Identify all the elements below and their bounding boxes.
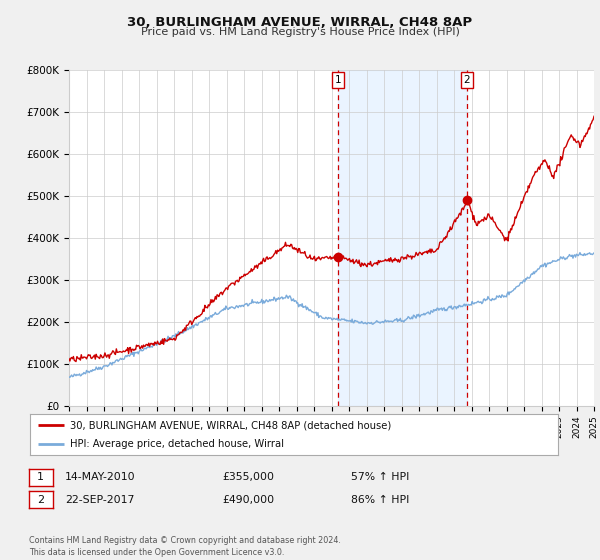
Text: £490,000: £490,000 xyxy=(222,494,274,505)
Text: 30, BURLINGHAM AVENUE, WIRRAL, CH48 8AP (detached house): 30, BURLINGHAM AVENUE, WIRRAL, CH48 8AP … xyxy=(70,421,391,430)
Text: 86% ↑ HPI: 86% ↑ HPI xyxy=(351,494,409,505)
Text: 14-MAY-2010: 14-MAY-2010 xyxy=(65,472,136,482)
Bar xyxy=(338,70,467,406)
Text: Contains HM Land Registry data © Crown copyright and database right 2024.
This d: Contains HM Land Registry data © Crown c… xyxy=(29,536,341,557)
Text: 30, BURLINGHAM AVENUE, WIRRAL, CH48 8AP: 30, BURLINGHAM AVENUE, WIRRAL, CH48 8AP xyxy=(127,16,473,29)
Text: £355,000: £355,000 xyxy=(222,472,274,482)
Text: 57% ↑ HPI: 57% ↑ HPI xyxy=(351,472,409,482)
Text: 1: 1 xyxy=(37,472,44,482)
Text: Price paid vs. HM Land Registry's House Price Index (HPI): Price paid vs. HM Land Registry's House … xyxy=(140,27,460,37)
Text: 2: 2 xyxy=(463,75,470,85)
Text: HPI: Average price, detached house, Wirral: HPI: Average price, detached house, Wirr… xyxy=(70,439,284,449)
Text: 2: 2 xyxy=(37,494,44,505)
Text: 1: 1 xyxy=(335,75,341,85)
Text: 22-SEP-2017: 22-SEP-2017 xyxy=(65,494,134,505)
